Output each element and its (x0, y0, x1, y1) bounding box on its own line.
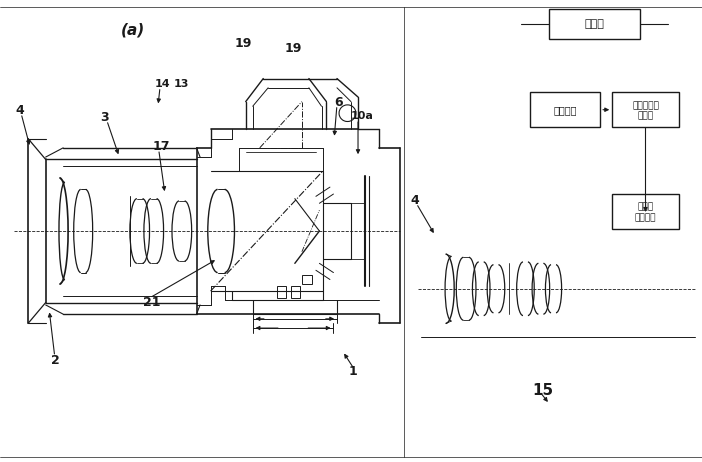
Text: 13: 13 (174, 79, 190, 89)
Bar (277, 286, 286, 298)
Text: 19: 19 (285, 42, 302, 55)
Text: 17: 17 (153, 140, 171, 153)
Text: (a): (a) (121, 23, 145, 37)
Text: 15: 15 (532, 383, 553, 398)
Text: レンズ: レンズ (637, 203, 654, 212)
Text: 駆動手段: 駆動手段 (635, 213, 656, 222)
Text: 1: 1 (349, 365, 357, 378)
Text: 3: 3 (100, 111, 109, 124)
Text: 4: 4 (410, 195, 418, 207)
Bar (291, 286, 300, 298)
Text: 14: 14 (154, 79, 170, 89)
Bar (612, 194, 679, 229)
Bar (302, 275, 312, 284)
Bar (549, 9, 640, 39)
Text: 2: 2 (51, 354, 59, 367)
Text: 10a: 10a (351, 111, 374, 122)
Text: 4: 4 (15, 104, 24, 117)
Text: レンズ: レンズ (585, 19, 604, 29)
Text: 操作手段: 操作手段 (553, 105, 577, 115)
Text: レンズシス: レンズシス (632, 101, 659, 110)
Text: 19: 19 (235, 37, 252, 50)
Bar (612, 92, 679, 127)
Text: 6: 6 (334, 96, 343, 109)
Text: 制御部: 制御部 (637, 111, 654, 121)
Bar (530, 92, 600, 127)
Text: 21: 21 (143, 296, 160, 309)
